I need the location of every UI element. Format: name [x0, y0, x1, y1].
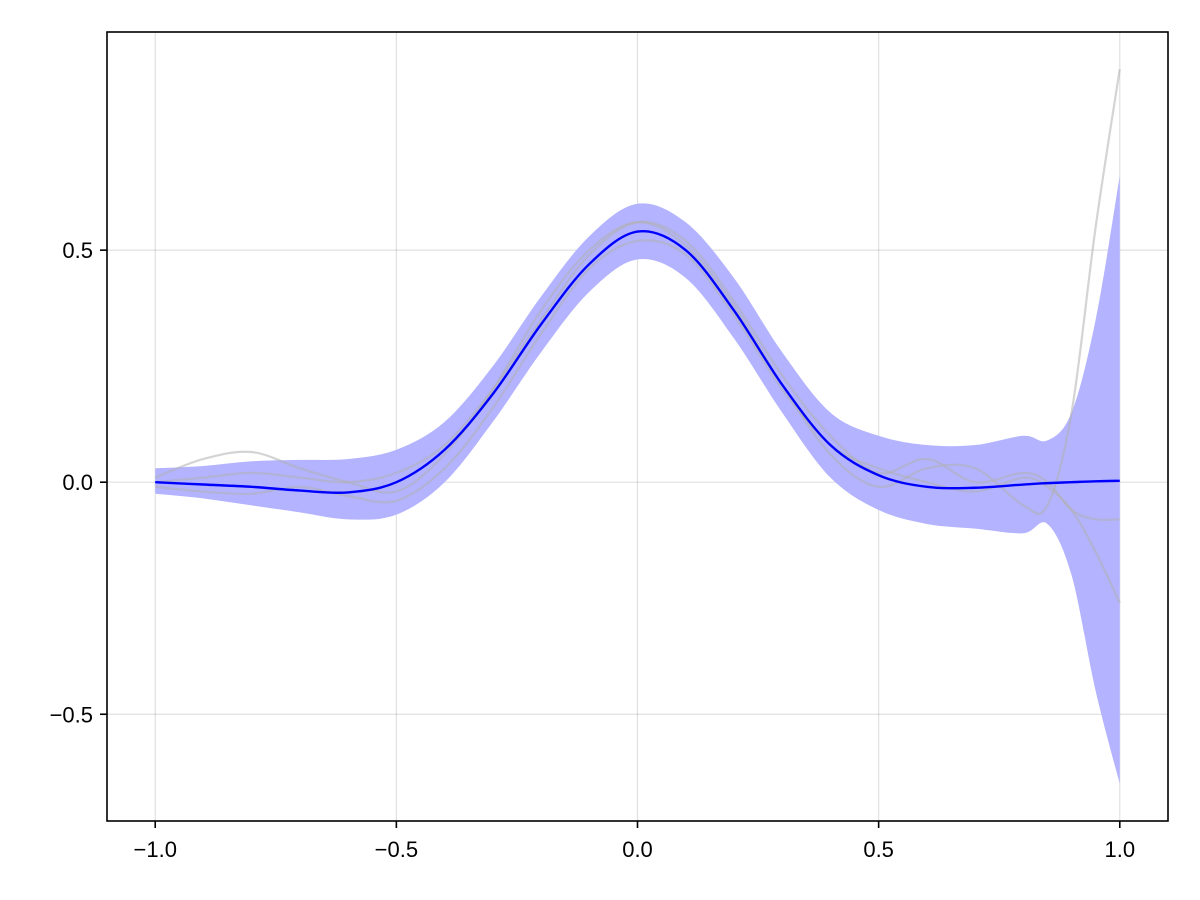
mean-layer	[155, 229, 1120, 495]
x-tick-label: −1.0	[134, 837, 177, 862]
x-tick-label: −0.5	[375, 837, 418, 862]
y-tick-label: −0.5	[50, 702, 93, 727]
x-tick-label: 1.0	[1104, 837, 1135, 862]
tick-layer: −1.0 −0.5 0.0 0.5 1.0 −0.5 0.0 0.5	[50, 238, 1136, 862]
y-tick-label: 0.0	[62, 470, 93, 495]
x-tick-label: 0.0	[622, 837, 653, 862]
sample-line	[155, 220, 1120, 522]
y-tick-label: 0.5	[62, 238, 93, 263]
sample-line	[155, 239, 1121, 604]
x-tick-label: 0.5	[863, 837, 894, 862]
grid-layer	[107, 32, 1168, 821]
band-layer	[155, 175, 1120, 784]
mean-line	[155, 229, 1120, 495]
confidence-band	[155, 175, 1120, 784]
sample-layer	[154, 68, 1121, 604]
